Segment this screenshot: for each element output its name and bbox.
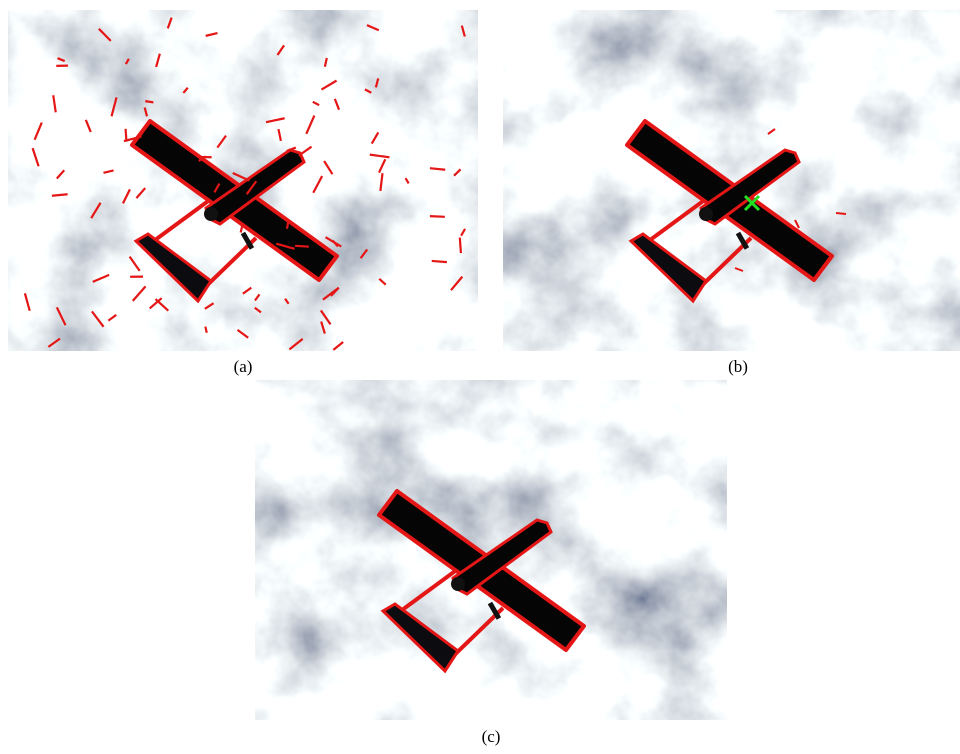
panel-a (8, 10, 478, 351)
panel-label: (a) (234, 357, 253, 376)
segment (836, 213, 846, 214)
segment (432, 261, 447, 262)
segment (52, 194, 68, 196)
segment (126, 129, 127, 142)
segment (205, 327, 206, 333)
panel-label: (c) (482, 727, 501, 746)
figure: (a) (b) (c) (0, 0, 960, 749)
panel-c (255, 380, 727, 720)
panel-b (503, 10, 960, 351)
sky-image (503, 10, 960, 351)
panel-label: (b) (728, 357, 748, 376)
segment (460, 238, 461, 254)
segment (287, 222, 288, 229)
segment (430, 168, 445, 170)
segment (430, 216, 445, 217)
segment (295, 246, 309, 247)
segment (145, 101, 153, 102)
